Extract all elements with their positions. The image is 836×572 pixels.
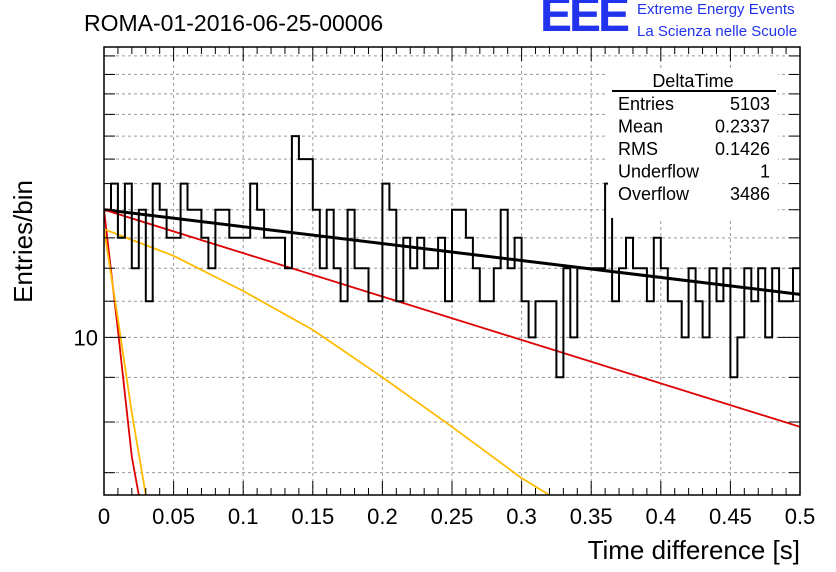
chart-title: ROMA-01-2016-06-25-00006 xyxy=(84,10,384,36)
eee-logo-line-1: Extreme Energy Events xyxy=(637,1,795,18)
stats-value: 1 xyxy=(760,162,770,182)
fit-curve-2 xyxy=(104,208,800,428)
x-axis-label: Time difference [s] xyxy=(588,535,800,565)
stats-value: 0.1426 xyxy=(715,139,770,159)
x-tick-label: 0.1 xyxy=(228,504,259,529)
stats-box: DeltaTime Entries 5103 Mean 0.2337 RMS 0.1426… xyxy=(608,70,778,218)
stats-label: Entries xyxy=(618,94,674,114)
y-axis-label: Entries/bin xyxy=(8,180,38,303)
eee-logo-line-2: La Scienza nelle Scuole xyxy=(637,23,798,40)
histogram-line xyxy=(104,135,800,379)
stats-box-title: DeltaTime xyxy=(652,71,733,91)
x-tick-label: 0.35 xyxy=(570,504,613,529)
stats-label: RMS xyxy=(618,139,658,159)
y-tick-labels: 10 xyxy=(74,325,98,350)
fit-curve-3 xyxy=(104,209,140,495)
stats-value: 3486 xyxy=(730,184,770,204)
stats-value: 0.2337 xyxy=(715,117,770,137)
x-tick-label: 0.05 xyxy=(152,504,195,529)
stats-label: Underflow xyxy=(618,162,700,182)
eee-logo-letters: EEE xyxy=(540,0,630,42)
stats-label: Mean xyxy=(618,117,663,137)
x-tick-label: 0.25 xyxy=(431,504,474,529)
x-tick-label: 0 xyxy=(98,504,110,529)
x-tick-label: 0.5 xyxy=(785,504,816,529)
histogram xyxy=(104,135,800,379)
y-tick-label: 10 xyxy=(74,325,98,350)
x-tick-label: 0.45 xyxy=(709,504,752,529)
stats-box-background xyxy=(608,70,778,218)
tick-marks xyxy=(103,47,801,495)
x-tick-label: 0.4 xyxy=(646,504,677,529)
fit-curve-5 xyxy=(104,229,147,495)
stats-value: 5103 xyxy=(730,94,770,114)
stats-label: Overflow xyxy=(618,184,690,204)
x-tick-label: 0.2 xyxy=(367,504,398,529)
x-tick-label: 0.15 xyxy=(291,504,334,529)
stats-rows: Entries 5103 Mean 0.2337 RMS 0.1426 Underflow 1… xyxy=(618,94,770,204)
x-tick-label: 0.3 xyxy=(506,504,537,529)
x-tick-labels: 0 0.05 0.1 0.15 0.2 0.25 0.3 0.35 0.4 0.45 0.5 xyxy=(98,504,815,529)
fit-curve-4 xyxy=(104,228,550,495)
